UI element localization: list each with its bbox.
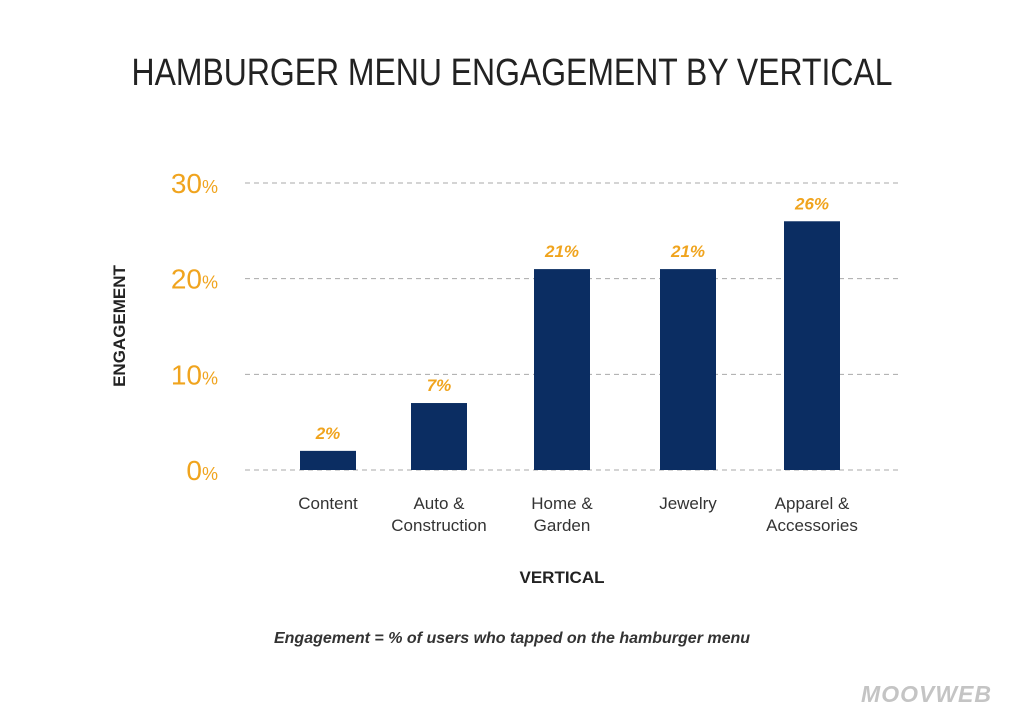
footnote: Engagement = % of users who tapped on th… <box>273 630 751 647</box>
y-tick-label: 0% <box>186 455 218 486</box>
y-tick-label: 30% <box>171 168 218 199</box>
data-label: 21% <box>544 242 579 261</box>
data-label: 21% <box>670 242 705 261</box>
data-labels: 2% 7% 21% 21% 26% <box>315 194 829 443</box>
bar <box>534 269 590 470</box>
data-label: 26% <box>794 194 829 213</box>
category-label: Apparel & Accessories <box>766 494 858 535</box>
data-label: 2% <box>315 424 341 443</box>
bar <box>784 221 840 470</box>
y-tick-label: 20% <box>171 264 218 295</box>
bar <box>660 269 716 470</box>
bar <box>411 403 467 470</box>
bar <box>300 450 356 470</box>
y-axis-ticks: 0% 10% 20% 30% <box>171 168 218 486</box>
bars <box>300 221 840 470</box>
y-axis-title: ENGAGEMENT <box>110 264 129 386</box>
moovweb-logo: MOOVWEB <box>861 681 992 707</box>
category-label: Home & Garden <box>531 494 593 535</box>
category-label: Auto & Construction <box>391 494 486 535</box>
y-tick-label: 10% <box>171 359 218 390</box>
x-axis-title: VERTICAL <box>520 568 605 587</box>
category-label: Jewelry <box>659 494 717 513</box>
chart-title: HAMBURGER MENU ENGAGEMENT BY VERTICAL <box>131 52 893 94</box>
category-labels: Content Auto & Construction Home & Garden Jew… <box>298 494 858 535</box>
data-label: 7% <box>427 376 452 395</box>
category-label: Content <box>298 494 358 513</box>
